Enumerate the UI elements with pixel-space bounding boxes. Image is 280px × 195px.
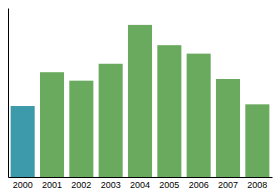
bar [40,72,64,177]
x-tick: 2004 [130,180,150,190]
x-tick-label: 2008 [247,180,267,190]
x-tick-label: 2004 [130,180,150,190]
x-tick: 2007 [218,180,238,190]
x-tick: 2001 [42,180,62,190]
bar [216,79,240,177]
bar [245,104,269,177]
bar [128,25,152,177]
y-axis-line [8,9,9,178]
x-tick-label: 2001 [42,180,62,190]
y-axis [8,9,9,178]
chart-container: 2000 2001 2002 2003 2004 2005 2006 2007 2008 [0,0,280,195]
x-tick-label: 2002 [71,180,91,190]
x-tick-label: 2005 [159,180,179,190]
x-tick-label: 2000 [13,180,33,190]
plot: 2000 2001 2002 2003 2004 2005 2006 2007 2008 [9,9,273,191]
bar [157,45,181,177]
x-tick: 2005 [159,180,179,190]
bars [11,25,270,177]
x-axis: 2000 2001 2002 2003 2004 2005 2006 2007 2008 [9,178,273,191]
bar [187,54,211,177]
x-tick-label: 2003 [101,180,121,190]
bar [69,81,93,177]
x-axis-line [9,177,273,178]
x-tick-label: 2007 [218,180,238,190]
x-tick: 2003 [101,180,121,190]
x-tick-label: 2006 [189,180,209,190]
x-tick: 2002 [71,180,91,190]
bar [11,106,35,177]
x-tick: 2000 [13,180,33,190]
chart-svg: 2000 2001 2002 2003 2004 2005 2006 2007 2008 [0,0,280,195]
x-tick: 2008 [247,180,267,190]
x-tick: 2006 [189,180,209,190]
bar [99,64,123,177]
